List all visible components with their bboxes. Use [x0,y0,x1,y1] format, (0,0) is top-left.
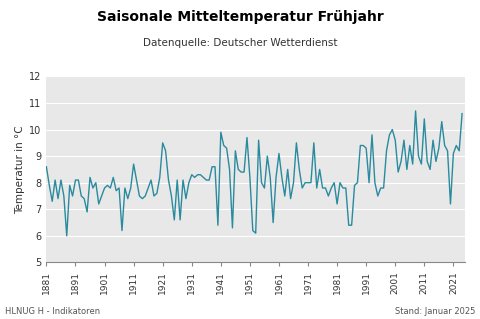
Text: Stand: Januar 2025: Stand: Januar 2025 [395,307,475,316]
Text: Datenquelle: Deutscher Wetterdienst: Datenquelle: Deutscher Wetterdienst [143,38,337,48]
Text: HLNUG H - Indikatoren: HLNUG H - Indikatoren [5,307,100,316]
Y-axis label: Temperatur in °C: Temperatur in °C [15,125,25,214]
Text: Saisonale Mitteltemperatur Frühjahr: Saisonale Mitteltemperatur Frühjahr [96,10,384,24]
